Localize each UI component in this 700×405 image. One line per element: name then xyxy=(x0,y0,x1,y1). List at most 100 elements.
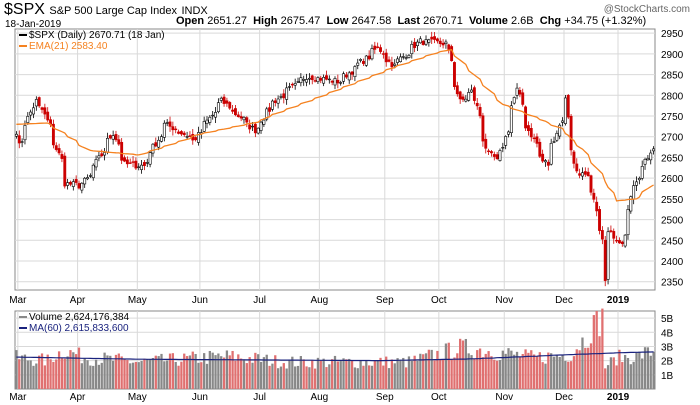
x-axis-label: Oct xyxy=(431,295,447,306)
x-axis-label: 2019 xyxy=(607,392,630,403)
candle-body xyxy=(285,87,289,100)
candle-body xyxy=(111,135,115,140)
candle-body xyxy=(43,107,47,115)
candle-body xyxy=(165,122,169,124)
candle-body xyxy=(566,95,570,118)
price-axis-label: 2800 xyxy=(661,91,684,102)
volume-bar xyxy=(66,356,69,389)
candle-body xyxy=(524,106,528,129)
quote-date: 18-Jan-2019 xyxy=(5,19,62,30)
volume-bar xyxy=(632,361,635,389)
volume-bar xyxy=(581,337,584,389)
volume-bar xyxy=(467,353,470,389)
candle-body xyxy=(379,47,382,52)
candle-body xyxy=(370,48,374,60)
volume-bar xyxy=(174,361,177,389)
volume-bar xyxy=(325,367,328,389)
candle-body xyxy=(393,63,397,66)
volume-bar xyxy=(86,360,89,389)
candle-body xyxy=(63,155,67,187)
candle-body xyxy=(447,44,451,50)
chart-header: $SPX S&P 500 Large Cap Index INDX xyxy=(4,1,208,19)
volume-bar xyxy=(538,352,541,389)
volume-bar xyxy=(342,358,345,389)
candle-body xyxy=(268,107,272,112)
volume-bar xyxy=(350,360,354,389)
volume-bar xyxy=(484,353,487,389)
volume-bar xyxy=(106,355,109,389)
candle-body xyxy=(336,79,340,84)
candle-body xyxy=(603,239,607,281)
volume-bar xyxy=(40,353,44,389)
candle-body xyxy=(142,162,146,166)
candle-body xyxy=(296,81,300,83)
volume-axis-label: 5B xyxy=(661,314,674,325)
candle-body xyxy=(592,192,596,200)
candle-body xyxy=(302,79,306,81)
candle-body xyxy=(86,177,89,180)
volume-bar xyxy=(111,360,115,389)
volume-bar xyxy=(527,352,530,389)
volume-bar xyxy=(575,349,578,389)
candle-body xyxy=(512,97,516,104)
candle-body xyxy=(472,87,476,101)
candle-body xyxy=(435,38,439,42)
candle-body xyxy=(538,141,542,157)
candle-body xyxy=(154,142,158,147)
candle-body xyxy=(117,139,121,145)
volume-bar xyxy=(228,355,231,389)
volume-bar xyxy=(92,365,95,389)
volume-bar xyxy=(345,359,348,389)
volume-bar xyxy=(592,315,595,389)
volume-bar xyxy=(396,358,399,389)
x-axis-label: Nov xyxy=(495,295,513,306)
volume-bar xyxy=(94,359,98,389)
volume-bar xyxy=(595,310,598,389)
candle-body xyxy=(114,134,118,141)
x-axis-label: Mar xyxy=(9,295,27,306)
volume-bar xyxy=(459,338,462,389)
candle-body xyxy=(438,40,442,45)
volume-bar xyxy=(336,361,339,389)
candle-body xyxy=(467,92,471,101)
volume-bar xyxy=(555,354,559,389)
x-axis-label: May xyxy=(128,392,147,403)
price-axis-label: 2650 xyxy=(661,153,684,164)
volume-bar xyxy=(410,360,413,389)
price-axis-label: 2350 xyxy=(661,278,684,289)
candle-body xyxy=(40,107,44,110)
candle-body xyxy=(504,136,508,146)
candle-body xyxy=(333,78,337,86)
candle-body xyxy=(60,154,64,159)
candle-body xyxy=(322,77,326,84)
volume-bar xyxy=(63,358,66,389)
candle-body xyxy=(353,66,357,78)
volume-bar xyxy=(456,353,459,389)
candle-body xyxy=(384,52,388,63)
candle-body xyxy=(46,111,50,121)
volume-bar xyxy=(146,359,149,389)
candle-body xyxy=(552,141,556,143)
candle-body xyxy=(20,141,24,143)
candle-body xyxy=(643,158,647,165)
candle-body xyxy=(71,181,75,187)
candle-body xyxy=(344,74,348,78)
volume-bar xyxy=(507,348,510,389)
volume-bar xyxy=(242,359,246,389)
candle-body xyxy=(450,46,454,62)
candle-body xyxy=(108,135,112,139)
volume-bar xyxy=(541,362,544,389)
candle-body xyxy=(458,91,462,100)
candle-body xyxy=(578,173,582,176)
volume-bar xyxy=(239,358,243,389)
candle-body xyxy=(23,125,27,141)
ema21-line xyxy=(16,48,654,202)
candle-body xyxy=(640,165,644,179)
volume-bar xyxy=(126,360,129,389)
volume-bar xyxy=(15,350,18,389)
candle-body xyxy=(652,148,656,152)
candle-body xyxy=(598,209,601,231)
volume-bar xyxy=(20,355,24,389)
volume-bar xyxy=(473,358,476,389)
candle-body xyxy=(54,145,58,150)
